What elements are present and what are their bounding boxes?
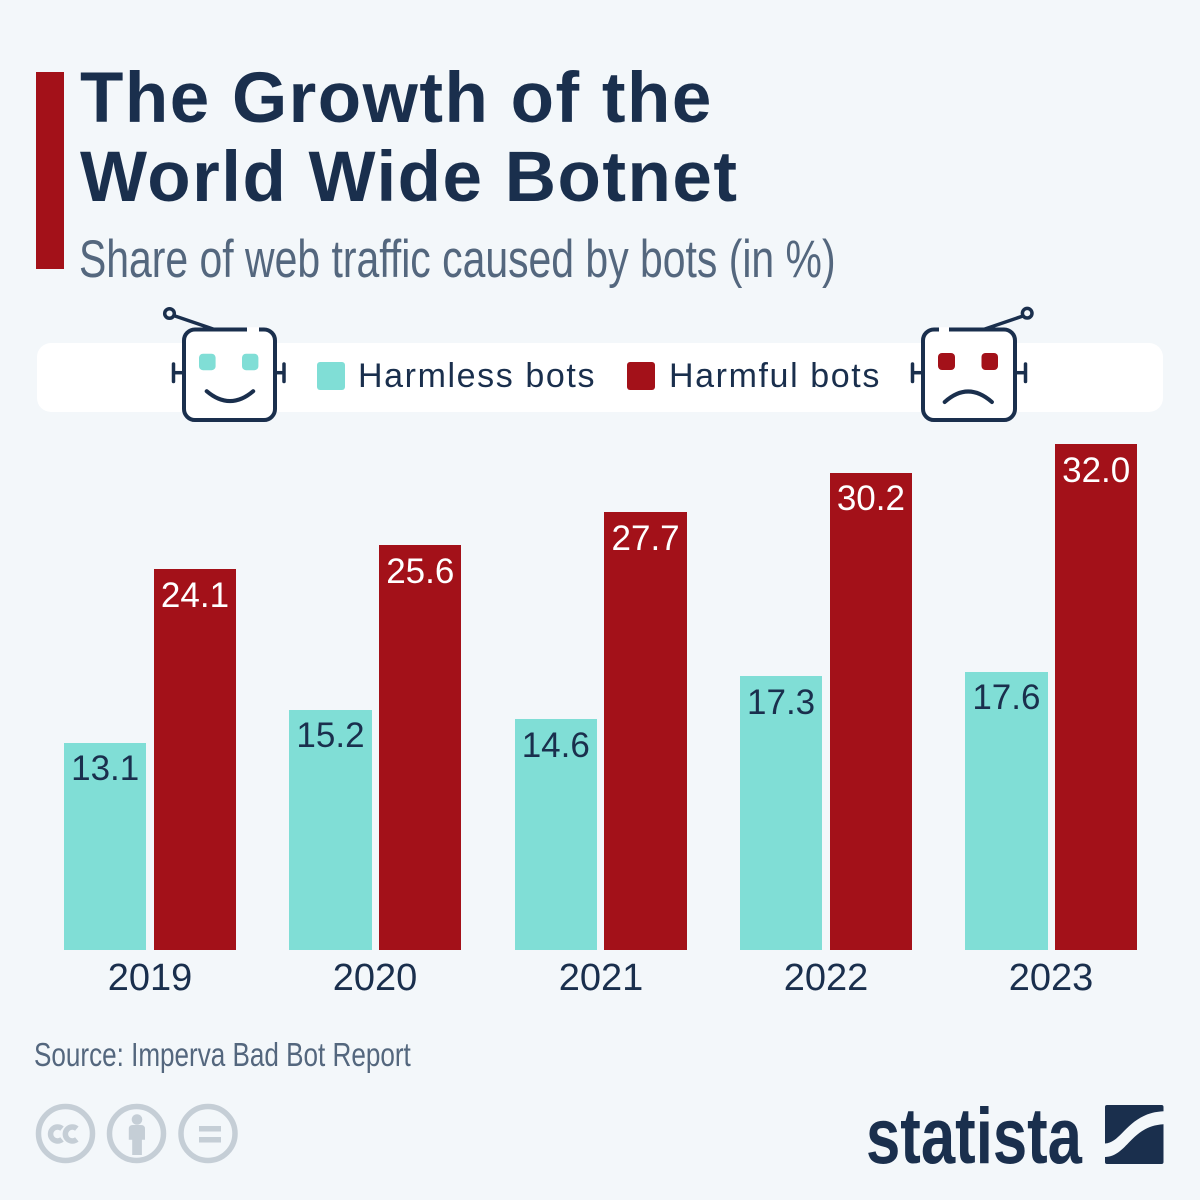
svg-text:statista: statista [866,1095,1083,1175]
